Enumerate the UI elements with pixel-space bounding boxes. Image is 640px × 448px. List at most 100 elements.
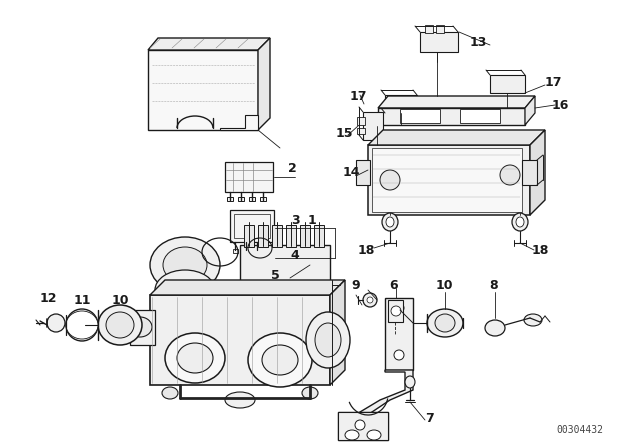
Polygon shape	[150, 295, 330, 385]
Text: 8: 8	[490, 279, 499, 292]
Bar	[258, 225, 268, 247]
Bar	[338, 412, 388, 440]
Bar	[272, 225, 282, 247]
Polygon shape	[338, 412, 388, 440]
Polygon shape	[368, 145, 530, 215]
Polygon shape	[148, 50, 258, 130]
Text: 18: 18	[357, 244, 374, 257]
Bar	[249, 197, 255, 201]
Ellipse shape	[98, 305, 142, 345]
Ellipse shape	[302, 387, 318, 399]
Bar	[425, 25, 433, 33]
Polygon shape	[378, 108, 525, 125]
Ellipse shape	[128, 317, 152, 337]
Bar	[300, 225, 310, 247]
Ellipse shape	[177, 343, 213, 373]
Ellipse shape	[363, 293, 377, 307]
Bar	[238, 197, 244, 201]
Ellipse shape	[165, 333, 225, 383]
Text: 13: 13	[469, 35, 486, 48]
Ellipse shape	[345, 430, 359, 440]
Ellipse shape	[155, 270, 215, 310]
Ellipse shape	[380, 170, 400, 190]
Ellipse shape	[435, 314, 455, 332]
Ellipse shape	[306, 312, 350, 368]
Text: 18: 18	[531, 244, 548, 257]
Ellipse shape	[367, 297, 373, 303]
Bar	[420, 32, 458, 52]
Text: 3: 3	[291, 214, 300, 227]
Bar	[357, 128, 365, 134]
Text: 10: 10	[111, 293, 129, 306]
Polygon shape	[150, 280, 345, 295]
Text: 10: 10	[435, 279, 452, 292]
Bar	[400, 109, 440, 123]
Bar	[225, 162, 273, 192]
Ellipse shape	[405, 376, 415, 388]
Ellipse shape	[427, 309, 463, 337]
Text: 1: 1	[308, 214, 316, 227]
Ellipse shape	[394, 350, 404, 360]
Bar	[522, 160, 537, 185]
Ellipse shape	[391, 306, 401, 316]
Text: 7: 7	[426, 412, 435, 425]
Text: 15: 15	[335, 126, 353, 139]
Ellipse shape	[524, 314, 542, 326]
Bar	[286, 225, 296, 247]
Bar	[130, 310, 155, 345]
Ellipse shape	[163, 247, 207, 283]
Text: 9: 9	[352, 279, 360, 292]
Ellipse shape	[355, 420, 365, 430]
Text: 5: 5	[271, 268, 280, 281]
Ellipse shape	[72, 314, 92, 336]
Polygon shape	[330, 280, 345, 385]
Text: 17: 17	[349, 90, 367, 103]
Ellipse shape	[248, 333, 312, 387]
Polygon shape	[355, 370, 413, 420]
Bar	[490, 75, 525, 93]
Bar	[244, 225, 254, 247]
Bar	[255, 249, 260, 253]
Ellipse shape	[394, 303, 404, 313]
Ellipse shape	[225, 392, 255, 408]
Text: 4: 4	[291, 249, 300, 262]
Bar	[385, 95, 417, 113]
Bar	[436, 25, 444, 33]
Polygon shape	[530, 130, 545, 215]
Ellipse shape	[106, 312, 134, 338]
Bar	[372, 148, 522, 212]
Text: 17: 17	[544, 76, 562, 89]
Bar	[385, 298, 413, 370]
Ellipse shape	[516, 217, 524, 227]
Ellipse shape	[47, 314, 65, 332]
Text: 00304432: 00304432	[557, 425, 604, 435]
Polygon shape	[525, 96, 535, 125]
Text: 12: 12	[39, 292, 57, 305]
Ellipse shape	[66, 309, 98, 341]
Ellipse shape	[512, 213, 528, 231]
Bar	[227, 197, 233, 201]
Text: 2: 2	[287, 161, 296, 175]
Text: 16: 16	[551, 99, 569, 112]
Polygon shape	[148, 38, 270, 50]
Ellipse shape	[500, 165, 520, 185]
Ellipse shape	[66, 311, 98, 339]
Bar	[388, 300, 403, 322]
Text: 6: 6	[390, 279, 398, 292]
Ellipse shape	[367, 430, 381, 440]
Bar	[314, 225, 324, 247]
Ellipse shape	[315, 323, 341, 357]
Polygon shape	[258, 38, 270, 130]
Text: 14: 14	[342, 165, 360, 178]
Ellipse shape	[386, 217, 394, 227]
Bar	[233, 249, 238, 253]
Bar	[234, 214, 270, 238]
Ellipse shape	[485, 320, 505, 336]
Polygon shape	[368, 130, 545, 145]
Bar	[240, 245, 330, 300]
Polygon shape	[220, 115, 258, 130]
Bar	[357, 117, 365, 125]
Bar	[260, 197, 266, 201]
Bar	[356, 160, 370, 185]
Bar	[230, 210, 274, 242]
